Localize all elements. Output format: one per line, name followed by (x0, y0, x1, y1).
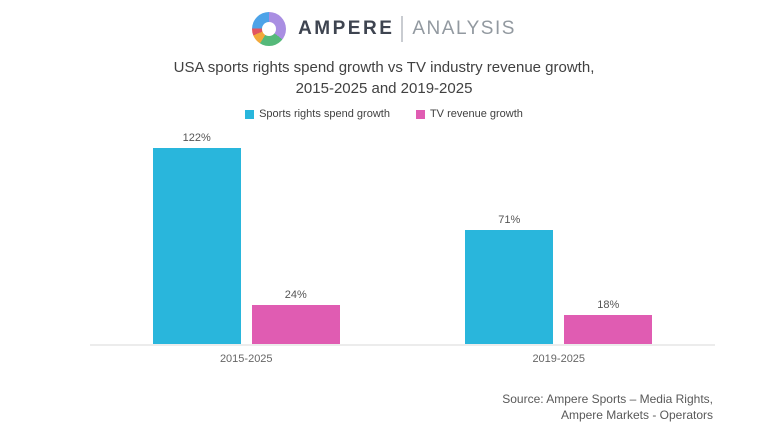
bar-value-label: 24% (284, 289, 307, 301)
category-label: 2015-2025 (219, 353, 273, 365)
legend-item-2: TV revenue growth (415, 108, 523, 120)
bar (564, 315, 653, 344)
chart-title: USA sports rights spend growth vs TV ind… (0, 57, 768, 99)
legend-item-1: Sports rights spend growth (245, 108, 390, 120)
bar (465, 230, 554, 344)
category-axis: 2015-2025 2019-2025 (90, 353, 715, 365)
bar-column-tv-revenue-2015-2025: 24% (251, 289, 340, 344)
bar-column-sports-rights-2015-2025: 122% (152, 132, 241, 344)
bar-group-2019-2025: 71% 18% (465, 214, 653, 344)
ampere-logo: AMPERE ANALYSIS (0, 12, 768, 46)
legend-swatch-icon (415, 109, 425, 119)
category-label: 2019-2025 (532, 353, 586, 365)
bar-column-tv-revenue-2019-2025: 18% (564, 299, 653, 344)
logo-ampere-text: AMPERE (298, 18, 395, 39)
bar-value-label: 18% (597, 299, 620, 311)
source-note: Source: Ampere Sports – Media Rights, Am… (502, 391, 713, 423)
legend-label: TV revenue growth (429, 108, 523, 120)
logo-divider (401, 16, 404, 42)
chart-title-line-1: USA sports rights spend growth vs TV ind… (173, 59, 595, 76)
bar-column-sports-rights-2019-2025: 71% (465, 214, 554, 344)
legend: Sports rights spend growth TV revenue gro… (0, 108, 768, 120)
plot-area: 122% 24% 71% 18% (90, 130, 715, 346)
bar (251, 305, 340, 344)
logo-analysis-text: ANALYSIS (412, 18, 516, 39)
bar-chart: 122% 24% 71% 18% 2015-2025 2019-2025 (90, 130, 715, 365)
legend-swatch-icon (245, 109, 255, 119)
donut-pie-icon (252, 12, 287, 46)
bar (152, 148, 241, 344)
bar-value-label: 122% (182, 132, 211, 144)
bar-group-2015-2025: 122% 24% (152, 132, 340, 344)
source-line-2: Ampere Markets - Operators (560, 408, 713, 422)
bar-value-label: 71% (498, 214, 521, 226)
legend-label: Sports rights spend growth (259, 108, 390, 120)
source-line-1: Source: Ampere Sports – Media Rights, (502, 392, 713, 406)
chart-title-line-2: 2015-2025 and 2019-2025 (295, 80, 473, 97)
